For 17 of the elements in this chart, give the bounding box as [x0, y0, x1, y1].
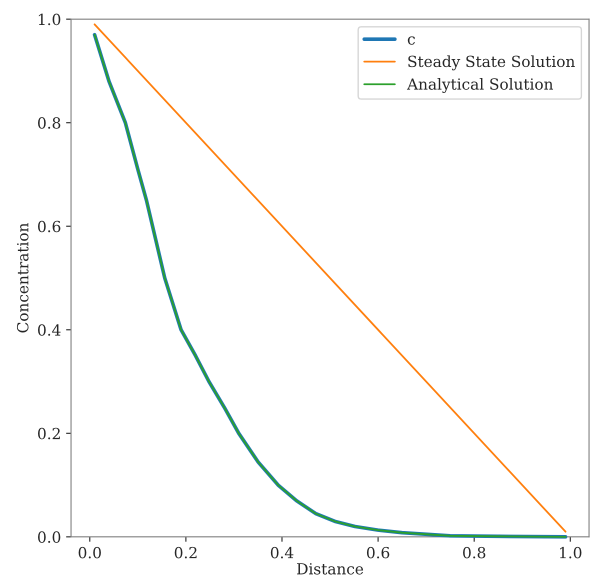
x-tick-label: 1.0 [560, 546, 582, 558]
x-tick-label: 0.4 [270, 546, 294, 558]
y-tick-label: 0.2 [38, 428, 60, 440]
y-tick-label: 0.0 [38, 531, 60, 543]
x-tick-label: 0.2 [174, 546, 197, 558]
legend-label: Analytical Solution [406, 78, 554, 93]
legend-label: c [408, 36, 415, 45]
x-tick-label: 0.0 [78, 546, 101, 558]
x-tick-label: 0.8 [463, 546, 486, 558]
x-axis-title: Distance [297, 563, 364, 575]
y-tick-label: 0.6 [38, 220, 60, 232]
y-tick-label: 0.8 [38, 117, 60, 129]
legend-label: Steady State Solution [408, 55, 575, 70]
y-tick-label: 1.0 [38, 14, 60, 26]
x-tick-label: 0.6 [366, 546, 390, 558]
y-tick-label: 0.4 [38, 324, 61, 336]
y-axis-title: Concentration [16, 223, 29, 333]
